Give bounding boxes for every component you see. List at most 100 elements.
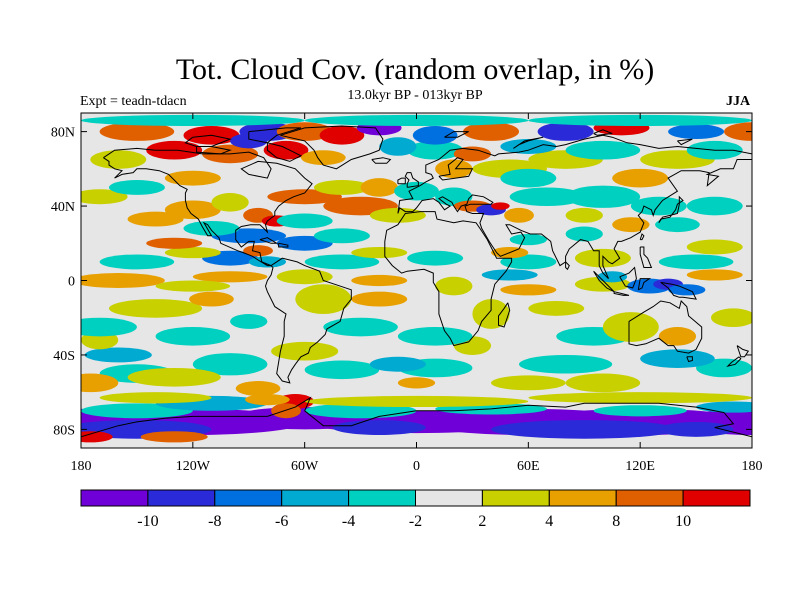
anomaly-patch <box>146 237 203 249</box>
anomaly-patch <box>630 196 687 216</box>
anomaly-patch <box>394 181 439 201</box>
anomaly-patch <box>235 381 281 396</box>
anomaly-patch <box>500 254 557 270</box>
anomaly-patch <box>491 420 678 439</box>
coastline <box>266 142 303 162</box>
anomaly-patch <box>379 137 417 156</box>
coastline <box>81 396 752 438</box>
anomaly-patch <box>528 300 585 316</box>
anomaly-patch <box>597 271 628 283</box>
anomaly-patch <box>183 220 240 236</box>
lon-tick-label: 0 <box>413 459 420 474</box>
anomaly-patch <box>453 146 492 162</box>
axis-ticks: 80N 40N 0 40S 80S 180 120W 60W 0 60E 120E 180 <box>51 113 763 474</box>
chart-title: Tot. Cloud Cov. (random overlap, in %) <box>175 53 655 86</box>
colorbar-label: 10 <box>675 513 691 530</box>
lon-tick-label: 120E <box>625 459 655 474</box>
coastline <box>397 177 406 185</box>
coastline <box>660 281 697 300</box>
anomaly-patch <box>565 373 641 393</box>
anomaly-patch <box>360 178 398 197</box>
anomaly-patch <box>602 312 659 342</box>
anomaly-patch <box>332 420 426 435</box>
experiment-label: Expt = teadn-tdacn <box>80 94 187 109</box>
anomaly-patch <box>248 256 287 268</box>
colorbar-swatch <box>682 489 751 507</box>
anomaly-patch <box>243 245 273 257</box>
coastline <box>736 345 750 358</box>
lon-tick-label: 60E <box>517 459 540 474</box>
coastline <box>259 237 279 244</box>
coastline <box>397 134 752 279</box>
anomaly-patch <box>140 431 208 443</box>
anomaly-patch <box>164 247 221 259</box>
anomaly-patch <box>565 140 641 160</box>
coastline <box>248 127 302 144</box>
anomaly-patch <box>300 150 346 166</box>
anomaly-patch <box>192 271 268 283</box>
anomaly-patch <box>304 254 380 270</box>
anomaly-patch <box>351 291 408 307</box>
colorbar-label: 8 <box>612 513 620 530</box>
lat-tick-label: 40S <box>53 349 75 364</box>
anomaly-patch <box>397 327 473 346</box>
chart-subtitle: 13.0kyr BP - 013kyr BP <box>347 88 483 103</box>
anomaly-patch <box>528 114 752 127</box>
anomaly-patch <box>658 254 734 270</box>
anomaly-patch <box>565 226 603 242</box>
coastline <box>628 300 703 354</box>
anomaly-patch <box>323 317 398 337</box>
anomaly-patch <box>230 314 268 329</box>
anomaly-patch <box>295 284 352 314</box>
colorbar-swatch <box>214 489 283 507</box>
lon-tick-label: 180 <box>742 459 763 474</box>
anomaly-patch <box>519 354 613 374</box>
coastline <box>196 146 232 155</box>
anomaly-patch <box>686 196 743 216</box>
anomaly-patch <box>491 375 566 391</box>
coastline <box>371 157 392 164</box>
anomaly-patch <box>81 273 165 288</box>
anomaly-patch <box>84 347 152 363</box>
coastline <box>658 195 684 224</box>
anomaly-patch <box>319 126 365 145</box>
coastlines <box>81 125 752 438</box>
anomaly-patch <box>463 122 520 141</box>
anomaly-patch <box>724 122 752 141</box>
coastline <box>639 246 653 268</box>
anomaly-patch <box>397 377 436 389</box>
coastline <box>444 131 469 138</box>
colorbar-swatch <box>481 489 550 507</box>
coastline <box>513 136 544 149</box>
anomaly-patch <box>127 211 184 227</box>
anomaly-patch <box>435 276 473 296</box>
anomaly-patch <box>192 353 268 376</box>
colorbar-label: -6 <box>275 513 288 530</box>
coastline <box>278 242 289 248</box>
anomaly-patch <box>99 122 175 141</box>
anomaly-patch <box>686 239 743 255</box>
anomaly-patch <box>407 250 464 266</box>
anomaly-patch <box>155 280 231 292</box>
anomaly-patch <box>696 358 752 378</box>
anomaly-patch <box>230 133 268 149</box>
coastline <box>726 356 742 368</box>
anomaly-patch <box>658 421 734 437</box>
coastline <box>637 278 652 291</box>
colorbar-swatch <box>80 489 149 507</box>
coastline <box>565 261 570 271</box>
anomaly-patch <box>164 170 221 186</box>
anomaly-patch <box>164 200 221 220</box>
lat-tick-label: 80N <box>51 126 75 141</box>
anomaly-patch <box>351 247 408 259</box>
season-label: JJA <box>726 94 751 109</box>
anomaly-patch <box>127 367 221 387</box>
colorbar-swatch <box>415 489 483 507</box>
anomaly-patch <box>90 150 147 169</box>
coastline <box>264 257 352 384</box>
anomaly-patch <box>271 403 301 419</box>
colorbar-label: -2 <box>409 513 422 530</box>
lon-tick-label: 180 <box>71 459 92 474</box>
anomaly-patch <box>81 373 119 393</box>
